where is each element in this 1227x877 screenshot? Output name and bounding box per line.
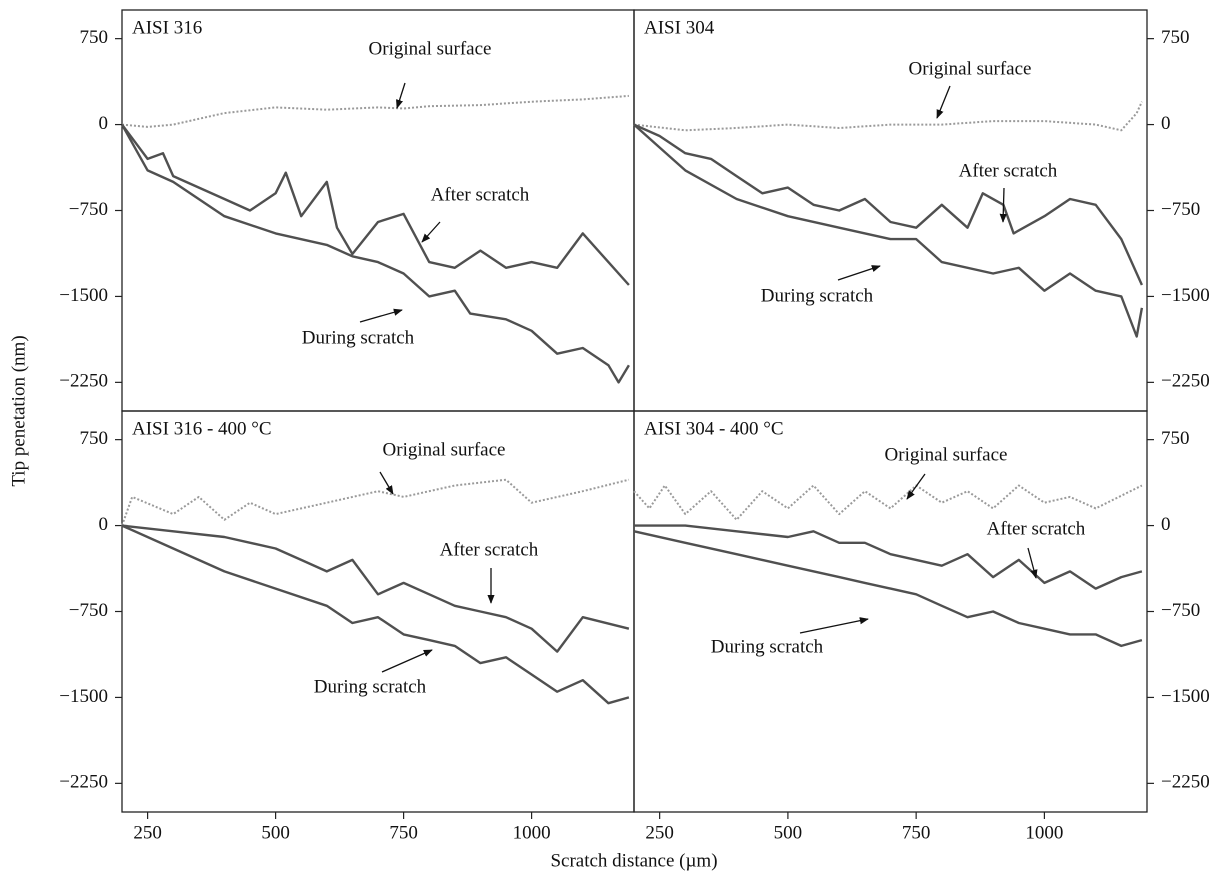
- annotation-arrow: [381, 649, 433, 673]
- series-annotation: During scratch: [761, 285, 874, 306]
- series-line: [633, 484, 1143, 521]
- y-tick-label: 0: [1161, 514, 1171, 535]
- series-line: [120, 124, 630, 384]
- series-annotation: Original surface: [909, 58, 1032, 79]
- x-tick-label: 1000: [1025, 822, 1063, 843]
- series-annotation: During scratch: [711, 636, 824, 657]
- x-tick-label: 1000: [513, 822, 551, 843]
- x-tick-label: 750: [902, 822, 931, 843]
- y-tick-label: −750: [1161, 600, 1200, 621]
- x-tick-label: 750: [389, 822, 418, 843]
- series-annotation: During scratch: [302, 327, 415, 348]
- series-annotation: After scratch: [440, 539, 539, 560]
- series-line: [634, 524, 1143, 590]
- y-tick-label: 750: [80, 428, 109, 449]
- series-annotation: After scratch: [987, 518, 1086, 539]
- y-tick-label: 0: [1161, 113, 1171, 134]
- annotation-arrow: [396, 82, 406, 109]
- annotation-arrow: [999, 187, 1007, 223]
- x-axis-label: Scratch distance (µm): [550, 850, 717, 871]
- annotation-arrow: [936, 85, 951, 119]
- series-annotation: Original surface: [369, 38, 492, 59]
- x-tick-label: 500: [774, 822, 803, 843]
- panel-title: AISI 304 - 400 °C: [644, 418, 784, 439]
- series-line: [121, 524, 630, 705]
- series-line: [633, 123, 1143, 286]
- annotation-arrow: [837, 265, 881, 281]
- y-tick-label: 750: [80, 27, 109, 48]
- y-tick-label: −1500: [59, 686, 108, 707]
- panel-frame: [121, 9, 635, 412]
- series-annotation: Original surface: [885, 444, 1008, 465]
- y-tick-label: −1500: [59, 285, 108, 306]
- series-annotation: During scratch: [314, 676, 427, 697]
- annotation-arrow: [359, 308, 403, 323]
- panel-title: AISI 304: [644, 17, 715, 38]
- x-tick-label: 250: [645, 822, 674, 843]
- series-line: [633, 530, 1143, 648]
- series-annotation: After scratch: [431, 184, 530, 205]
- y-tick-label: −2250: [59, 772, 108, 793]
- y-tick-label: −1500: [1161, 686, 1210, 707]
- annotation-arrow: [1027, 547, 1038, 579]
- series-line: [121, 524, 630, 653]
- y-tick-label: −2250: [1161, 371, 1210, 392]
- y-tick-label: 750: [1161, 428, 1190, 449]
- series-line: [121, 94, 629, 128]
- annotation-arrow: [379, 471, 394, 495]
- panel-frame: [121, 410, 635, 813]
- panel-frame: [633, 410, 1148, 813]
- x-tick-label: 250: [133, 822, 162, 843]
- series-annotation: Original surface: [383, 439, 506, 460]
- y-axis-label: Tip penetation (nm): [8, 335, 29, 486]
- panel-frame: [633, 9, 1148, 412]
- y-tick-label: −750: [69, 199, 108, 220]
- annotation-arrow: [421, 221, 441, 243]
- annotation-arrow: [799, 617, 869, 634]
- y-tick-label: 750: [1161, 27, 1190, 48]
- series-annotation: After scratch: [959, 160, 1058, 181]
- y-tick-label: −2250: [59, 371, 108, 392]
- y-tick-label: −2250: [1161, 772, 1210, 793]
- series-line: [633, 123, 1144, 338]
- series-line: [121, 478, 630, 526]
- annotation-arrow: [906, 473, 926, 500]
- y-tick-label: 0: [99, 514, 109, 535]
- series-line: [633, 101, 1143, 132]
- panel-title: AISI 316 - 400 °C: [132, 418, 272, 439]
- y-tick-label: −750: [69, 600, 108, 621]
- y-tick-label: −750: [1161, 199, 1200, 220]
- x-tick-label: 500: [261, 822, 290, 843]
- series-line: [121, 123, 630, 286]
- panel-title: AISI 316: [132, 17, 202, 38]
- y-tick-label: 0: [99, 113, 109, 134]
- y-tick-label: −1500: [1161, 285, 1210, 306]
